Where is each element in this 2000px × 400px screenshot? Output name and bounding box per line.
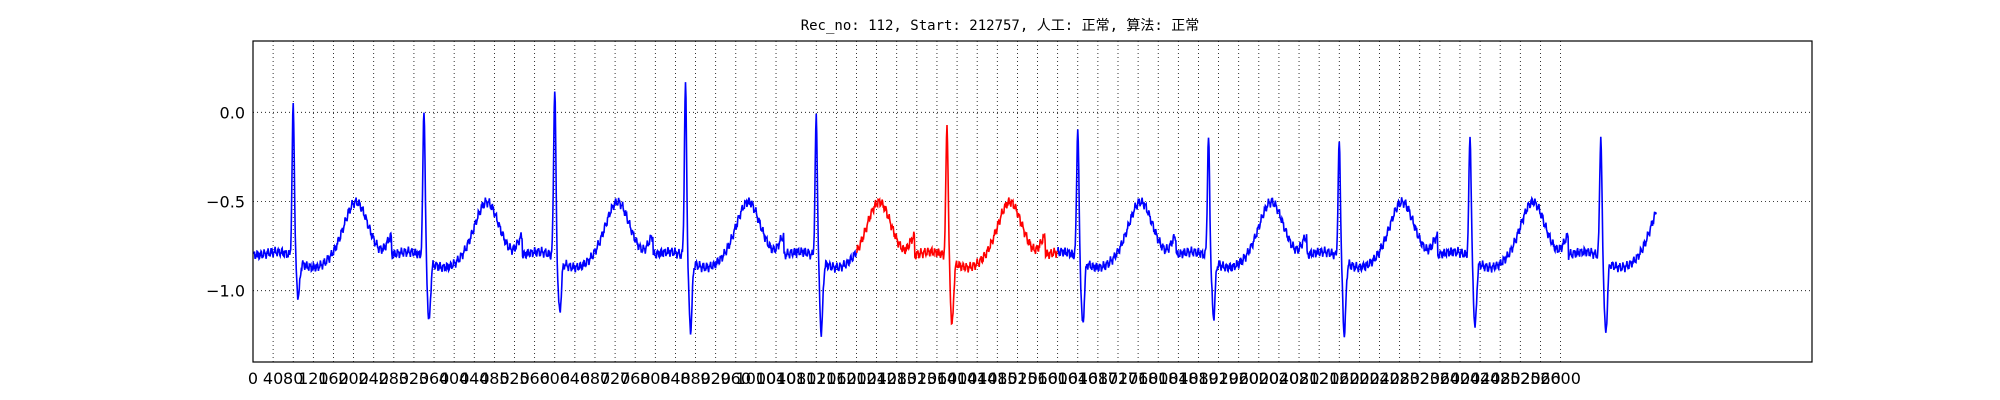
x-tick-label: 1600 xyxy=(1037,369,1078,388)
x-tick-label: 560 xyxy=(519,369,550,388)
x-tick-label: 640 xyxy=(560,369,591,388)
ecg-line-normal xyxy=(1056,129,1657,338)
x-tick-label: 880 xyxy=(680,369,711,388)
x-tick-label: 2040 xyxy=(1259,369,1300,388)
x-tick-label: 1760 xyxy=(1118,369,1159,388)
y-axis: 0.0 −0.5 −1.0 xyxy=(206,103,245,300)
y-tick-label: −1.0 xyxy=(206,282,245,301)
x-tick-label: 440 xyxy=(459,369,490,388)
x-tick-label: 840 xyxy=(660,369,691,388)
x-tick-label: 520 xyxy=(499,369,530,388)
x-tick-label: 2440 xyxy=(1460,369,1501,388)
x-tick-label: 360 xyxy=(419,369,450,388)
y-tick-label: 0.0 xyxy=(220,103,245,122)
x-tick-label: 320 xyxy=(399,369,430,388)
plot-frame xyxy=(252,40,1813,363)
x-tick-label: 1560 xyxy=(1017,369,1058,388)
x-tick-label: 2520 xyxy=(1500,369,1541,388)
x-tick-label: 1280 xyxy=(876,369,917,388)
x-tick-label: 1240 xyxy=(856,369,897,388)
x-tick-label: 1080 xyxy=(776,369,817,388)
x-tick-label: 1960 xyxy=(1218,369,1259,388)
x-tick-label: 1120 xyxy=(796,369,837,388)
x-tick-label: 600 xyxy=(539,369,570,388)
x-tick-label: 1440 xyxy=(957,369,998,388)
x-tick-label: 2240 xyxy=(1359,369,1400,388)
ecg-series xyxy=(252,82,1657,338)
x-tick-label: 1360 xyxy=(917,369,958,388)
grid xyxy=(252,41,1812,362)
x-tick-label: 2320 xyxy=(1399,369,1440,388)
x-tick-label: 1320 xyxy=(896,369,937,388)
x-tick-label: 480 xyxy=(479,369,510,388)
x-tick-label: 400 xyxy=(439,369,470,388)
x-axis: 0 40 8012016020024028032036040044048052056… xyxy=(248,369,1581,388)
x-tick-label: 40 xyxy=(263,369,283,388)
x-tick-label: 160 xyxy=(318,369,349,388)
y-tick-label: −0.5 xyxy=(206,193,245,212)
x-tick-label: 2160 xyxy=(1319,369,1360,388)
x-tick-label: 1680 xyxy=(1078,369,1119,388)
x-tick-label: 2280 xyxy=(1379,369,1420,388)
x-tick-label: 800 xyxy=(640,369,671,388)
x-tick-label: 1200 xyxy=(836,369,877,388)
x-tick-label: 280 xyxy=(379,369,410,388)
x-tick-label: 1160 xyxy=(816,369,857,388)
x-tick-label: 2120 xyxy=(1299,369,1340,388)
x-tick-label: 1400 xyxy=(937,369,978,388)
x-tick-label: 1720 xyxy=(1098,369,1139,388)
x-tick-label: 2200 xyxy=(1339,369,1380,388)
x-tick-label: 200 xyxy=(338,369,369,388)
x-tick-label: 2400 xyxy=(1440,369,1481,388)
x-tick-label: 0 xyxy=(248,369,258,388)
chart-title: Rec_no: 112, Start: 212757, 人工: 正常, 算法: … xyxy=(801,18,1200,34)
x-tick-label: 2600 xyxy=(1540,369,1581,388)
x-tick-label: 80 xyxy=(283,369,303,388)
x-tick-label: 2080 xyxy=(1279,369,1320,388)
x-tick-label: 1880 xyxy=(1178,369,1219,388)
x-tick-label: 1920 xyxy=(1198,369,1239,388)
x-tick-label: 1000 xyxy=(736,369,777,388)
x-tick-label: 1520 xyxy=(997,369,1038,388)
x-tick-label: 1640 xyxy=(1057,369,1098,388)
x-tick-label: 1480 xyxy=(977,369,1018,388)
ecg-line-highlight xyxy=(855,125,1059,326)
x-tick-label: 2560 xyxy=(1520,369,1561,388)
x-tick-label: 1840 xyxy=(1158,369,1199,388)
x-tick-label: 960 xyxy=(721,369,752,388)
x-tick-label: 240 xyxy=(358,369,389,388)
x-tick-label: 2480 xyxy=(1480,369,1521,388)
x-tick-label: 1800 xyxy=(1138,369,1179,388)
x-tick-label: 2360 xyxy=(1419,369,1460,388)
x-tick-label: 760 xyxy=(620,369,651,388)
x-tick-label: 680 xyxy=(580,369,611,388)
x-tick-label: 120 xyxy=(298,369,329,388)
x-tick-label: 720 xyxy=(600,369,631,388)
x-tick-label: 920 xyxy=(700,369,731,388)
x-tick-label: 1040 xyxy=(756,369,797,388)
x-tick-label: 2000 xyxy=(1238,369,1279,388)
ecg-line-normal xyxy=(252,82,858,337)
